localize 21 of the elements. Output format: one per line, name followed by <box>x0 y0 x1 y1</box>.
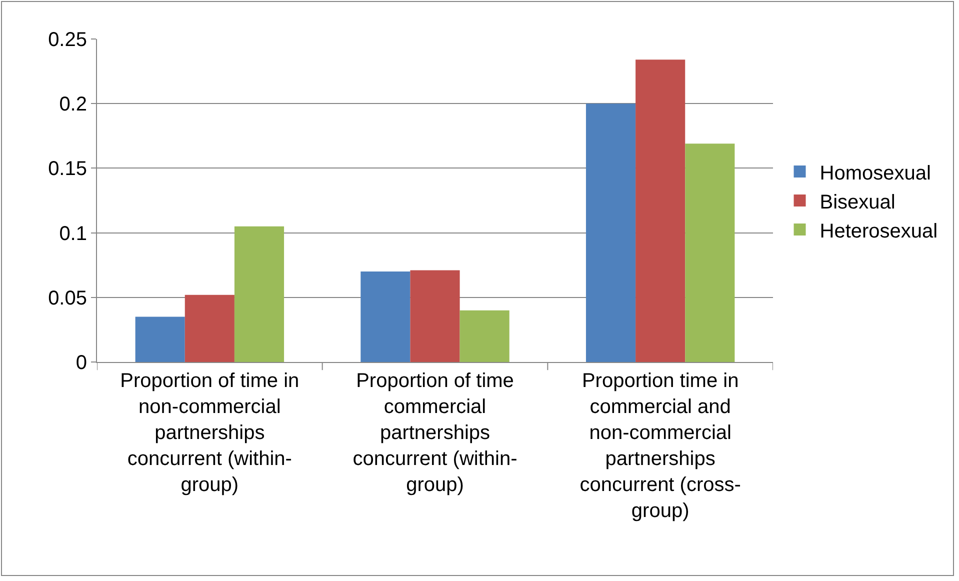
x-tick-label: Proportion of time in non-commercial partnerships concurrent (within-group) <box>120 370 300 496</box>
legend-label: Bisexual <box>820 191 896 214</box>
bar <box>135 316 185 362</box>
x-tick-label: Proportion of time commercial partnerships concurrent (within-group) <box>352 370 518 496</box>
bar <box>410 270 460 362</box>
bar <box>460 310 510 362</box>
bar <box>184 294 234 362</box>
y-tick-label: 0 <box>76 352 87 374</box>
x-tick-label: Proportion time in commercial and non-commercial partnerships concurrent (cross-group) <box>580 370 741 522</box>
y-tick-label: 0.15 <box>48 158 87 180</box>
y-tick-label: 0.05 <box>48 287 87 310</box>
bar <box>360 272 410 362</box>
y-tick-label: 0.2 <box>59 94 87 116</box>
legend-label: Heterosexual <box>820 220 938 242</box>
bar <box>234 226 284 362</box>
y-tick-label: 0.1 <box>59 222 87 245</box>
legend-label: Homosexual <box>820 162 931 184</box>
y-tick-label: 0.25 <box>48 29 87 51</box>
bar <box>685 144 735 362</box>
bar <box>586 104 636 362</box>
bar <box>636 60 686 362</box>
